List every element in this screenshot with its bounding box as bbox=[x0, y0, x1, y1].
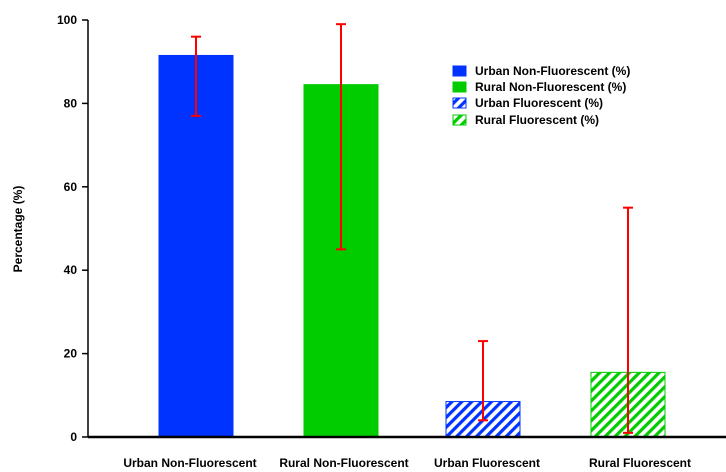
legend-label: Urban Non-Fluorescent (%) bbox=[475, 64, 630, 78]
error-bars-layer bbox=[191, 23, 633, 434]
legend-swatch bbox=[452, 97, 467, 109]
legend-label: Rural Fluorescent (%) bbox=[475, 113, 599, 127]
legend-label: Rural Non-Fluorescent (%) bbox=[475, 80, 626, 94]
y-tick-label: 100 bbox=[57, 13, 77, 27]
y-tick-label: 60 bbox=[64, 180, 78, 194]
legend-swatch bbox=[452, 81, 467, 93]
x-category-labels: Urban Non-Fluorescent Rural Non-Fluoresce… bbox=[123, 456, 691, 470]
x-category-label: Rural Fluorescent bbox=[589, 456, 691, 470]
axes bbox=[87, 20, 726, 439]
y-ticks: 0 20 40 60 80 100 bbox=[57, 13, 88, 444]
x-category-label: Urban Non-Fluorescent bbox=[123, 456, 256, 470]
legend-label: Urban Fluorescent (%) bbox=[475, 96, 603, 110]
x-category-label: Urban Fluorescent bbox=[434, 456, 540, 470]
x-category-label: Rural Non-Fluorescent bbox=[279, 456, 408, 470]
legend-swatch bbox=[452, 65, 467, 77]
y-tick-label: 0 bbox=[70, 430, 77, 444]
y-tick-label: 40 bbox=[64, 263, 78, 277]
bar bbox=[158, 54, 234, 438]
legend: Urban Non-Fluorescent (%) Rural Non-Fluor… bbox=[452, 64, 630, 127]
legend-swatch bbox=[452, 114, 467, 126]
y-tick-label: 20 bbox=[64, 347, 78, 361]
y-tick-label: 80 bbox=[64, 96, 78, 110]
y-axis-title: Percentage (%) bbox=[11, 186, 25, 273]
